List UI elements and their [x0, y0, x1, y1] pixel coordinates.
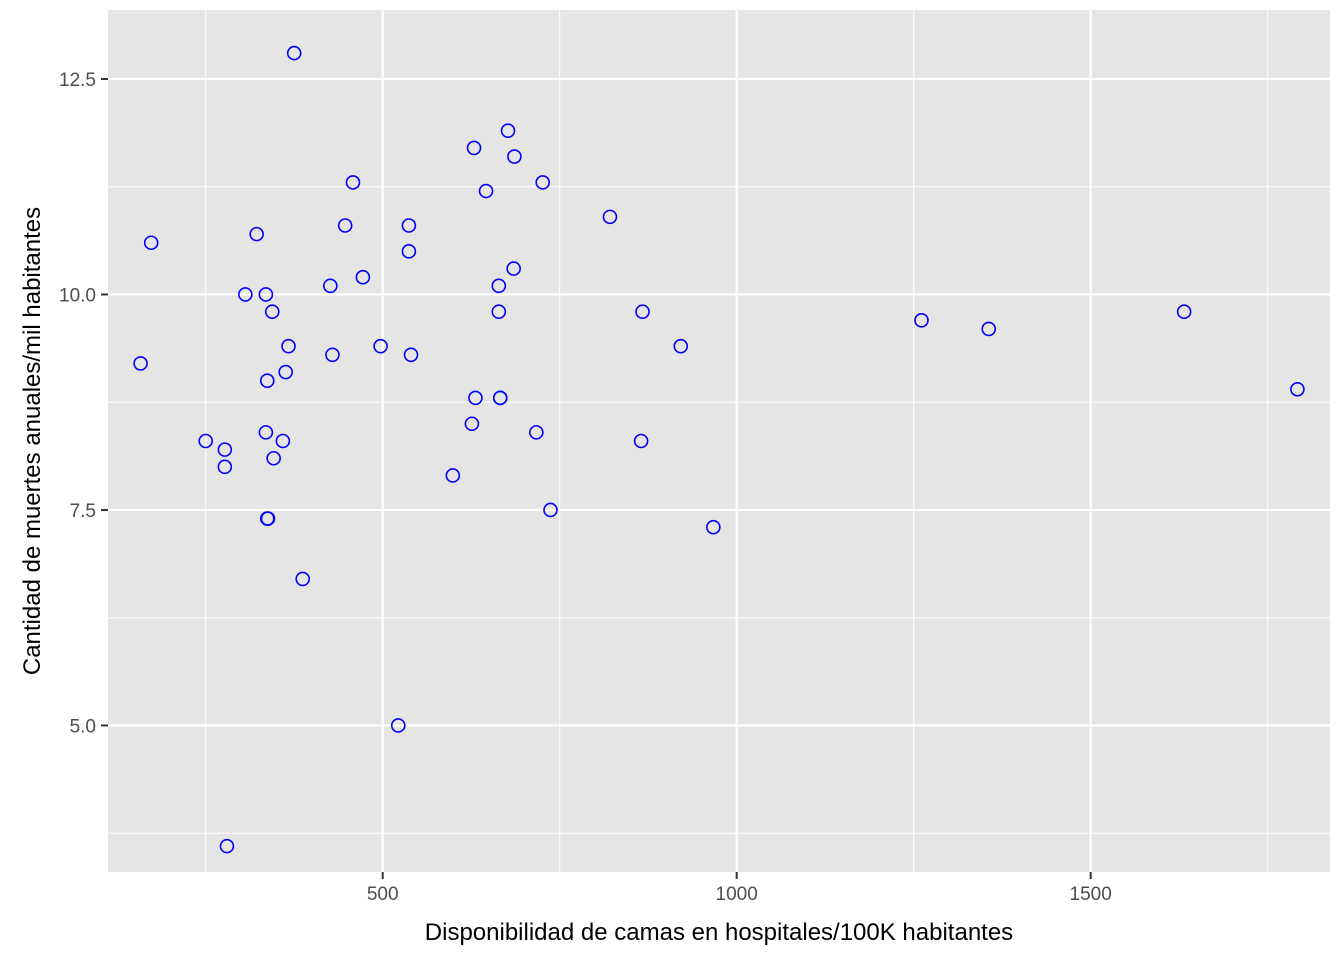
data-point — [535, 175, 551, 190]
data-point — [217, 442, 233, 457]
data-point — [337, 218, 353, 233]
data-point — [390, 718, 406, 733]
data-point — [373, 338, 388, 354]
data-point — [266, 450, 281, 466]
data-point — [981, 321, 997, 337]
data-point — [258, 287, 274, 302]
data-point — [401, 244, 417, 259]
tick-labels: 500 1000 1500 5.0 7.5 10.0 12.5 — [59, 70, 1112, 905]
x-axis-title: Disponibilidad de camas en hospitales/10… — [425, 919, 1013, 946]
minor-gridlines — [108, 10, 1330, 872]
data-point — [133, 356, 148, 371]
data-point — [260, 511, 276, 526]
data-point — [673, 338, 689, 354]
x-tick-label: 1500 — [1070, 884, 1112, 905]
data-point — [706, 519, 721, 535]
data-point — [264, 304, 280, 320]
data-point — [198, 433, 214, 449]
major-gridlines — [108, 10, 1330, 872]
data-point — [466, 140, 482, 156]
data-point — [492, 390, 508, 406]
data-point — [345, 175, 361, 190]
data-point — [258, 425, 274, 440]
y-tick-label: 12.5 — [59, 70, 96, 91]
plot-panel — [108, 10, 1330, 872]
data-point — [401, 218, 417, 233]
data-point — [445, 468, 461, 483]
data-point — [325, 347, 340, 363]
data-point — [507, 149, 522, 164]
data-point — [633, 433, 649, 449]
data-point — [491, 278, 507, 294]
data-point — [602, 209, 618, 225]
y-tick-label: 10.0 — [59, 285, 96, 306]
data-point — [1176, 304, 1192, 320]
data-point — [506, 261, 521, 276]
data-point — [295, 571, 310, 587]
data-point — [500, 123, 516, 138]
data-point — [249, 226, 264, 242]
data-point — [286, 45, 302, 61]
data-point — [275, 433, 291, 449]
data-point — [529, 425, 544, 440]
data-point — [468, 390, 483, 406]
data-point — [219, 838, 235, 854]
y-tick-label: 5.0 — [70, 716, 96, 737]
data-point — [217, 459, 233, 475]
data-point — [355, 269, 371, 285]
data-point — [543, 502, 558, 518]
data-points — [133, 45, 1305, 854]
data-point — [914, 313, 929, 328]
y-axis-title: Cantidad de muertes anuales/mil habitant… — [19, 207, 46, 675]
x-tick-label: 1000 — [716, 884, 758, 905]
data-point — [259, 373, 275, 388]
data-point — [491, 304, 507, 320]
data-point — [323, 278, 338, 294]
data-point — [403, 347, 419, 363]
data-point — [1290, 381, 1305, 397]
data-point — [143, 235, 159, 251]
data-point — [464, 416, 480, 432]
data-point — [478, 183, 494, 199]
data-point — [278, 364, 294, 380]
data-point — [281, 338, 296, 354]
x-tick-label: 500 — [367, 884, 399, 905]
data-point — [238, 287, 253, 302]
data-point — [635, 304, 650, 320]
axis-ticks — [101, 77, 1092, 879]
y-tick-label: 7.5 — [70, 501, 96, 522]
